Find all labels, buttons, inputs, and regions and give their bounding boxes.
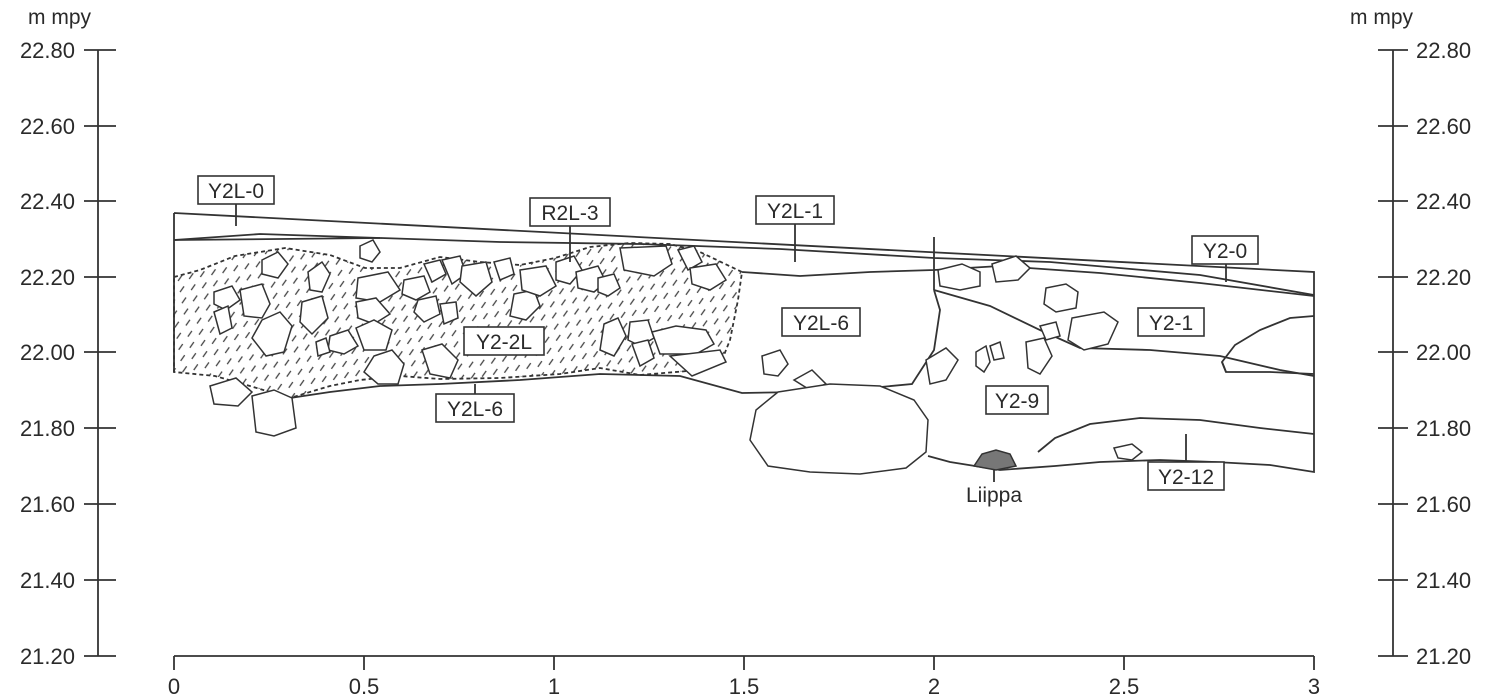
x-tick-label: 2 — [928, 674, 940, 699]
x-tick-label: 0.5 — [349, 674, 380, 699]
label-y2l-0: Y2L-0 — [208, 180, 264, 203]
y-tick-label: 21.40 — [1416, 568, 1471, 593]
y-tick-label: 22.80 — [20, 38, 75, 63]
right-axis: m mpy 22.80 22.60 22.40 22.20 22.00 21.8… — [1350, 6, 1471, 669]
label-y2-2l: Y2-2L — [476, 331, 532, 354]
y-tick-label: 21.80 — [1416, 416, 1471, 441]
boundary-y2-1 — [933, 289, 1315, 377]
liippa-find — [972, 449, 1018, 471]
boundary-y2-12 — [1037, 417, 1315, 453]
y-tick-label: 21.60 — [20, 492, 75, 517]
y-tick-label: 22.00 — [1416, 340, 1471, 365]
large-boulder — [749, 383, 929, 475]
label-y2l-6-low: Y2L-6 — [447, 398, 503, 421]
boundary-y2l-0 — [173, 233, 1315, 296]
label-y2-1: Y2-1 — [1149, 312, 1193, 335]
y-tick-label: 22.40 — [20, 189, 75, 214]
label-y2-9: Y2-9 — [995, 390, 1039, 413]
label-liippa: Liippa — [966, 484, 1022, 507]
x-tick-label: 2.5 — [1109, 674, 1140, 699]
y-tick-label: 22.40 — [1416, 189, 1471, 214]
label-y2-0: Y2-0 — [1203, 240, 1247, 263]
x-tick-label: 1.5 — [729, 674, 760, 699]
y-tick-label: 21.40 — [20, 568, 75, 593]
layer-labels: Y2L-0 R2L-3 Y2L-1 Y2-0 Y2L-6 Y2-1 Y2-2L … — [197, 175, 1259, 507]
x-tick-label: 1 — [548, 674, 560, 699]
section-profile — [173, 212, 1315, 482]
boundary-y2l-1 — [173, 237, 381, 241]
right-unit-label: m mpy — [1350, 6, 1414, 29]
label-y2l-6-mid: Y2L-6 — [793, 312, 849, 335]
y-tick-label: 22.20 — [20, 265, 75, 290]
boundary-right-pocket — [1220, 315, 1315, 375]
y-tick-label: 21.20 — [20, 644, 75, 669]
y-tick-label: 21.60 — [1416, 492, 1471, 517]
y-tick-label: 22.00 — [20, 340, 75, 365]
boundary-lower-y2l-6 — [289, 289, 941, 399]
y-tick-label: 21.20 — [1416, 644, 1471, 669]
x-tick-label: 0 — [168, 674, 180, 699]
y-tick-label: 22.60 — [1416, 114, 1471, 139]
bottom-axis: 0 0.5 1 1.5 2 2.5 3 — [168, 655, 1320, 699]
label-y2-12: Y2-12 — [1158, 466, 1214, 489]
left-axis: m mpy 22.80 22.60 22.40 22.20 22.00 21.8… — [20, 6, 116, 669]
y-tick-label: 21.80 — [20, 416, 75, 441]
y-tick-label: 22.60 — [20, 114, 75, 139]
left-unit-label: m mpy — [28, 6, 92, 29]
label-y2l-1: Y2L-1 — [767, 200, 823, 223]
label-r2l-3: R2L-3 — [541, 202, 598, 225]
x-tick-label: 3 — [1308, 674, 1320, 699]
y-tick-label: 22.20 — [1416, 265, 1471, 290]
y-tick-label: 22.80 — [1416, 38, 1471, 63]
